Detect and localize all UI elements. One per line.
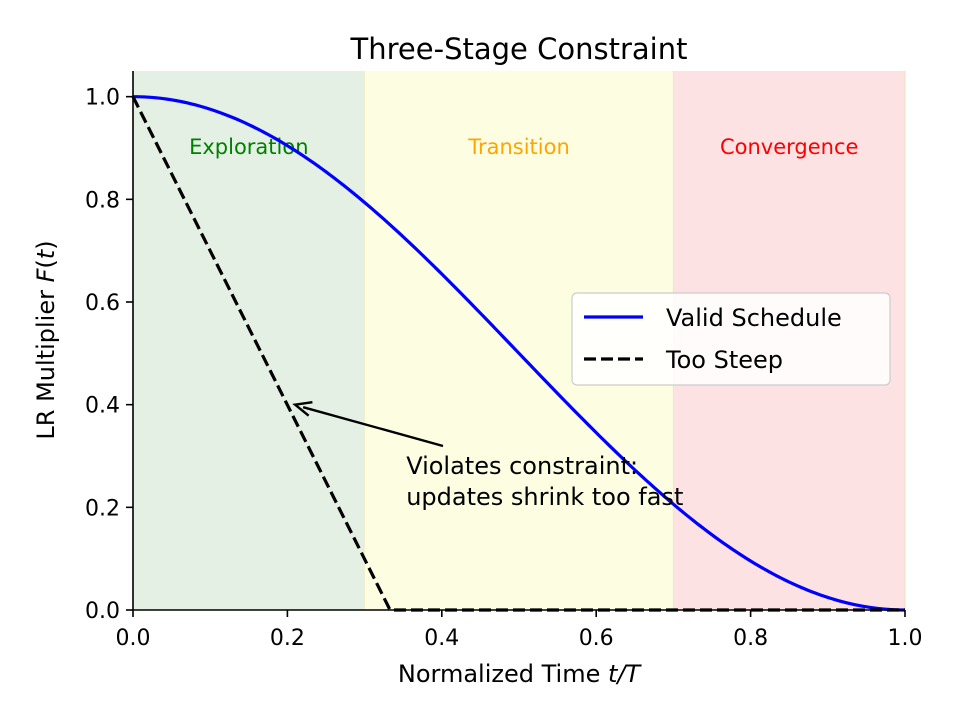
annotation-arrow-head [292, 401, 313, 417]
x-axis-label: Normalized Time t/T [398, 660, 643, 688]
axes [132, 71, 905, 611]
series-line-too-steep [131, 95, 905, 612]
x-tick-label: 0.6 [579, 626, 614, 651]
y-tick-label: 0.0 [85, 599, 120, 624]
annotation-text-line: updates shrink too fast [406, 483, 683, 511]
region-exploration [133, 71, 365, 610]
x-tick-label: 1.0 [888, 626, 923, 651]
legend-label: Valid Schedule [666, 304, 842, 332]
stage-region-labels: Exploration Transition Convergence [189, 135, 858, 159]
y-axis-label: LR Multiplier F(t) [32, 240, 60, 439]
x-tick-label: 0.0 [116, 626, 151, 651]
y-tick-label: 0.2 [85, 496, 120, 521]
legend-label: Too Steep [665, 346, 783, 374]
y-tick-label: 1.0 [85, 86, 120, 111]
legend: Valid Schedule Too Steep [571, 292, 891, 386]
region-label-transition: Transition [467, 135, 570, 159]
series-lines [131, 95, 906, 612]
annotation-text-line: Violates constraint: [406, 452, 638, 480]
y-tick-label: 0.4 [85, 394, 120, 419]
x-tick-label: 0.8 [733, 626, 768, 651]
y-tick-label: 0.6 [85, 291, 120, 316]
region-label-convergence: Convergence [720, 135, 858, 159]
chart-title: Three-Stage Constraint [350, 32, 688, 66]
annotation-arrow-shaft [302, 406, 444, 448]
ticks: 0.0 0.2 0.4 0.6 0.8 1.0 0.0 0.2 0.4 0.6 0.8 1.0 [85, 86, 923, 651]
annotation: Violates constraint: updates shrink too f… [292, 401, 683, 511]
x-tick-label: 0.2 [270, 626, 305, 651]
x-tick-label: 0.4 [424, 626, 459, 651]
legend-box [571, 292, 891, 386]
y-tick-label: 0.8 [85, 188, 120, 213]
series-line-valid-schedule [132, 95, 906, 612]
